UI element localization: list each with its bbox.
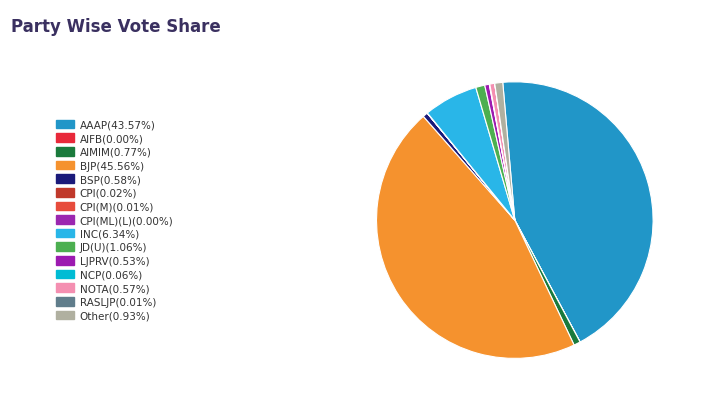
Wedge shape: [503, 83, 653, 342]
Wedge shape: [495, 84, 515, 221]
Wedge shape: [428, 113, 515, 221]
Wedge shape: [485, 85, 515, 221]
Wedge shape: [475, 86, 515, 221]
Wedge shape: [428, 113, 515, 221]
Legend: AAAP(43.57%), AIFB(0.00%), AIMIM(0.77%), BJP(45.56%), BSP(0.58%), CPI(0.02%), CP: AAAP(43.57%), AIFB(0.00%), AIMIM(0.77%),…: [54, 118, 175, 323]
Wedge shape: [495, 83, 515, 221]
Wedge shape: [490, 84, 515, 221]
Wedge shape: [428, 88, 515, 221]
Wedge shape: [515, 221, 580, 345]
Wedge shape: [489, 85, 515, 221]
Wedge shape: [423, 114, 515, 221]
Wedge shape: [515, 221, 580, 342]
Wedge shape: [377, 117, 574, 358]
Text: Party Wise Vote Share: Party Wise Vote Share: [11, 18, 220, 35]
Wedge shape: [427, 114, 515, 221]
